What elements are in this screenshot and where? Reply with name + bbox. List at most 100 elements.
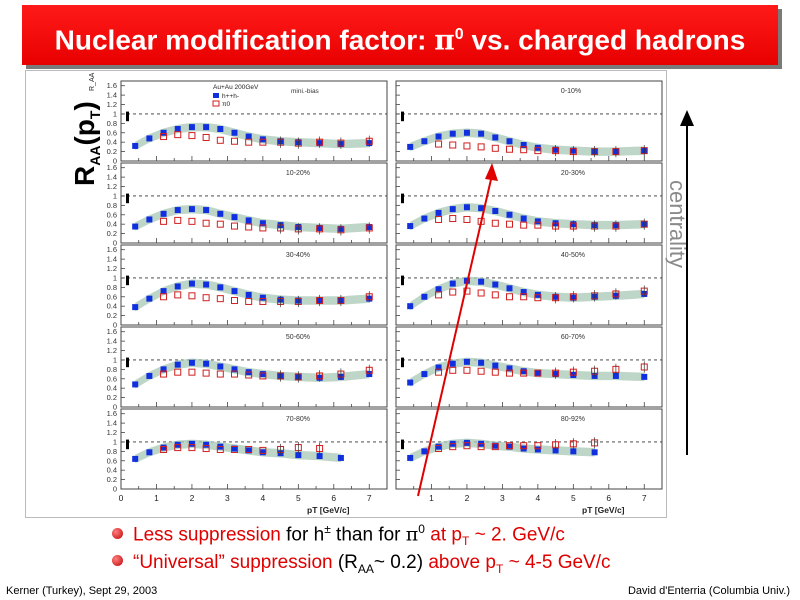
pi0-point [505, 293, 513, 301]
pi0-point [259, 372, 267, 380]
y-tick-label: 0.6 [107, 374, 117, 383]
charged-point [534, 446, 541, 453]
y-tick-label: 0.4 [107, 220, 117, 229]
y-tick-label: 0.6 [107, 456, 117, 465]
charged-point [160, 129, 167, 136]
charged-point [174, 361, 181, 368]
charged-point [245, 291, 252, 298]
y-tick-label: 1.2 [107, 100, 117, 109]
pi0-point [534, 221, 542, 229]
charged-point [520, 289, 527, 296]
x-tick-label: 6 [606, 493, 611, 503]
charged-point [407, 454, 414, 461]
pi0-point [477, 367, 485, 375]
pi0-point [520, 293, 528, 301]
centrality-class-label: 10-20% [286, 170, 310, 177]
charged-point [259, 371, 266, 378]
pi0-point [463, 442, 471, 450]
y-tick-label: 0.8 [107, 201, 117, 210]
pi0-point [216, 295, 224, 303]
charged-point [160, 444, 167, 451]
charged-point [316, 453, 323, 460]
panel-frame [120, 80, 388, 162]
y-tick-label: 1.6 [107, 409, 117, 418]
x-tick-label: 2 [190, 493, 195, 503]
y-tick-label: 0.6 [107, 292, 117, 301]
charged-point [407, 379, 414, 386]
y-tick-label: 1.4 [107, 255, 117, 264]
pi0-point [188, 368, 196, 376]
pi0-point [216, 220, 224, 228]
norm-uncertainty [126, 111, 129, 122]
norm-uncertainty [401, 193, 404, 204]
charged-point [132, 381, 139, 388]
norm-uncertainty [126, 439, 129, 450]
x-tick-label: 6 [331, 493, 336, 503]
charged-point [591, 449, 598, 456]
charged-point [506, 443, 513, 450]
pi0-point [230, 445, 238, 453]
slide-title: Nuclear modification factor: π0 vs. char… [54, 23, 746, 57]
charged-point [231, 366, 238, 373]
footer-left: Kerner (Turkey), Sept 29, 2003 [6, 585, 158, 597]
minbias-label: mini.-bias [291, 88, 320, 95]
y-tick-label: 0 [113, 485, 117, 494]
pi0-point [174, 131, 182, 139]
charged-point [421, 371, 428, 378]
charged-point [231, 288, 238, 295]
panel-4: 20-30% [395, 162, 663, 244]
charged-point [160, 366, 167, 373]
panel-2: 0-10% [395, 80, 663, 162]
pi0-point [534, 442, 542, 450]
pi0-point [174, 444, 182, 452]
charged-point [132, 304, 139, 311]
charged-point [506, 365, 513, 372]
legend-pi0-label: π0 [222, 101, 230, 108]
pi0-point [174, 368, 182, 376]
y-tick-label: 0.8 [107, 447, 117, 456]
y-tick-label: 0.2 [107, 311, 117, 320]
charged-point [188, 206, 195, 213]
pi0-point [202, 445, 210, 453]
y-tick-label: 0.8 [107, 119, 117, 128]
y-tick-label: 1.4 [107, 337, 117, 346]
y-tick-label: 1.2 [107, 182, 117, 191]
pi0-point [188, 292, 196, 300]
y-tick-label: 1 [113, 109, 117, 118]
charged-point [506, 138, 513, 145]
pi0-point [449, 215, 457, 223]
x-tick-label: 1 [154, 493, 159, 503]
charged-point [463, 358, 470, 365]
x-tick-label: 7 [367, 493, 372, 503]
bullet-dot-icon [112, 555, 123, 567]
charged-point [146, 449, 153, 456]
charged-point [203, 360, 210, 367]
y-tick-label: 1.6 [107, 245, 117, 254]
pi0-point [520, 442, 528, 450]
legend-pi0-marker [212, 100, 220, 107]
pi0-point [259, 297, 267, 305]
charged-point [449, 206, 456, 213]
pi0-point [216, 136, 224, 144]
charged-point [231, 214, 238, 221]
panel-5: 00.20.40.60.811.21.41.6 30-40% [107, 244, 388, 330]
charged-point [231, 129, 238, 136]
centrality-class-label: 50-60% [286, 334, 310, 341]
charged-band [135, 439, 341, 464]
y-tick-label: 1.2 [107, 428, 117, 437]
pi0-point [491, 291, 499, 299]
x-tick-label: 4 [535, 493, 540, 503]
y-tick-label: 0.4 [107, 302, 117, 311]
y-tick-label: 1 [113, 355, 117, 364]
charged-point [217, 284, 224, 291]
pi0-point [160, 133, 168, 141]
charged-point [421, 138, 428, 145]
raa-panel-grid: 00.20.40.60.811.21.41.60-10%00.20.40.60.… [89, 72, 663, 515]
charged-band [135, 358, 370, 389]
charged-point [520, 142, 527, 148]
charged-band [410, 438, 595, 463]
y-tick-label: 1.6 [107, 163, 117, 172]
centrality-class-label: 60-70% [561, 334, 585, 341]
pi0-point [491, 219, 499, 227]
centrality-class-label: 20-30% [561, 170, 585, 177]
